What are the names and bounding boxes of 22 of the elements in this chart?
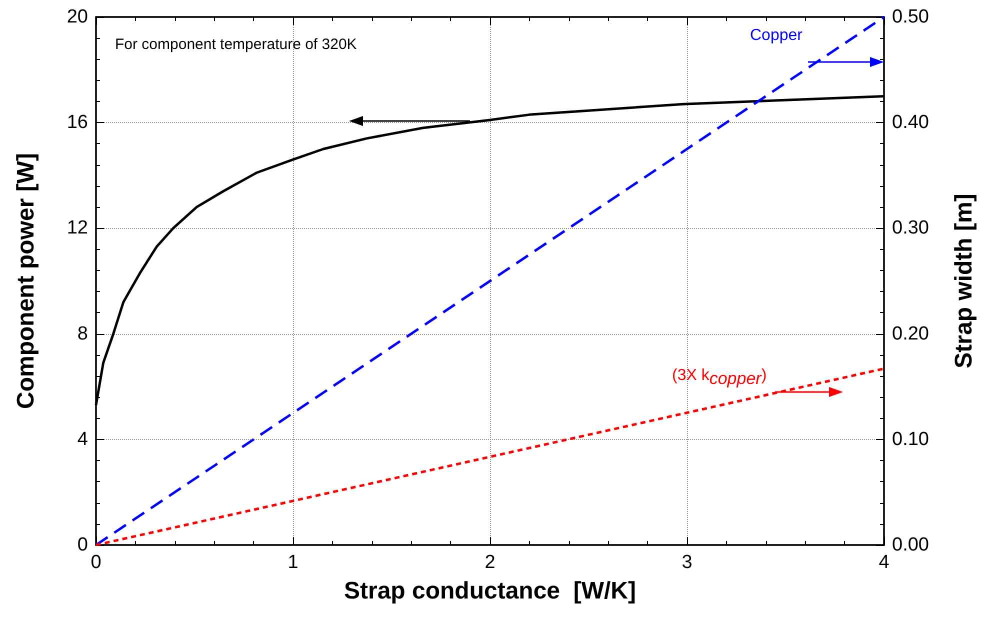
y2-tick-label: 0.30: [892, 218, 929, 239]
y2-tick-label: 0.40: [892, 112, 929, 134]
y-tick-label: 20: [66, 6, 88, 28]
y-axis-title: Component power [W]: [12, 153, 40, 409]
annotation: For component temperature of 320K: [115, 36, 357, 53]
y-tick-label: 4: [77, 428, 88, 450]
x-tick-label: 3: [682, 552, 692, 573]
y2-tick-label: 0.00: [892, 534, 929, 556]
x-tick-label: 4: [878, 552, 890, 573]
y2-tick-label: 0.20: [892, 323, 929, 344]
y2-axis-title: Strap width [m]: [950, 194, 978, 368]
y2-tick-label: 0.50: [892, 6, 929, 28]
y-tick-label: 16: [66, 112, 88, 134]
y2-tick-label: 0.10: [892, 428, 929, 450]
y-tick-label: 0: [77, 534, 88, 556]
x-axis-title: Strap conductance [W/K]: [344, 578, 636, 604]
x-tick-label: 2: [484, 552, 496, 573]
y-tick-label: 8: [77, 323, 88, 344]
y-tick-label: 12: [66, 218, 88, 239]
x-tick-label: 1: [288, 552, 298, 573]
annotation: Copper: [750, 27, 802, 45]
x-tick-label: 0: [90, 552, 102, 573]
